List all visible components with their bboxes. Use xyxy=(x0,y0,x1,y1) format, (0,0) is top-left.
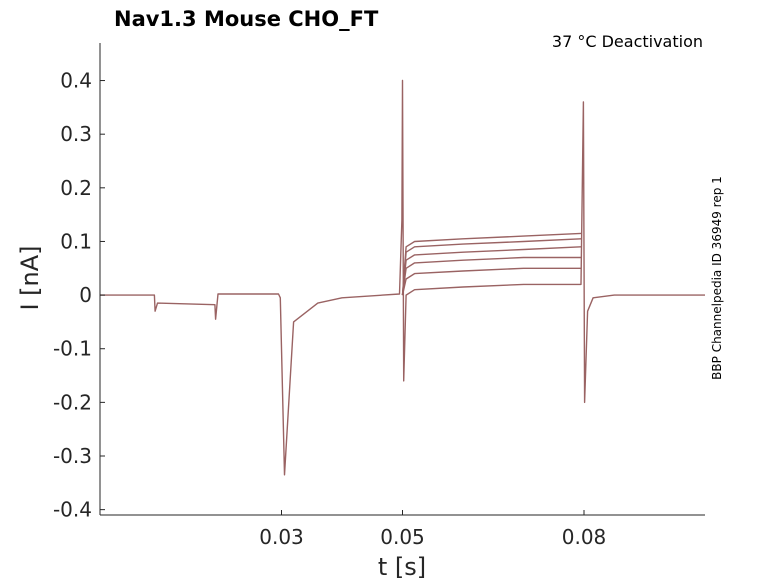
y-tick-label: 0.2 xyxy=(60,176,92,200)
current-trace-line xyxy=(100,79,705,476)
y-tick-label: -0.2 xyxy=(53,390,92,414)
y-tick-label: 0.1 xyxy=(60,229,92,253)
y-tick-label: -0.3 xyxy=(53,444,92,468)
y-tick-label: 0 xyxy=(79,283,92,307)
y-tick-label: 0.3 xyxy=(60,122,92,146)
channelpedia-id-label: BBP Channelpedia ID 36949 rep 1 xyxy=(710,176,724,380)
current-trace-line xyxy=(401,246,582,296)
y-tick-label: -0.4 xyxy=(53,498,92,522)
x-tick-label: 0.05 xyxy=(380,525,425,549)
y-axis-title: I [nA] xyxy=(16,245,44,310)
y-tick-label: -0.1 xyxy=(53,337,92,361)
current-trace-line xyxy=(401,238,582,296)
y-ticks: -0.4 -0.3 -0.2 -0.1 0 0.1 0.2 0.3 0.4 xyxy=(53,69,105,522)
x-ticks: 0.03 0.05 0.08 xyxy=(259,510,606,549)
x-axis-title: t [s] xyxy=(378,553,426,581)
x-tick-label: 0.08 xyxy=(562,525,607,549)
current-trace-line xyxy=(401,267,581,296)
x-tick-label: 0.03 xyxy=(259,525,304,549)
condition-annotation: 37 °C Deactivation xyxy=(552,32,703,51)
chart-title: Nav1.3 Mouse CHO_FT xyxy=(114,7,379,31)
current-traces xyxy=(100,79,705,476)
current-trace-line xyxy=(401,232,582,296)
y-tick-label: 0.4 xyxy=(60,69,92,93)
